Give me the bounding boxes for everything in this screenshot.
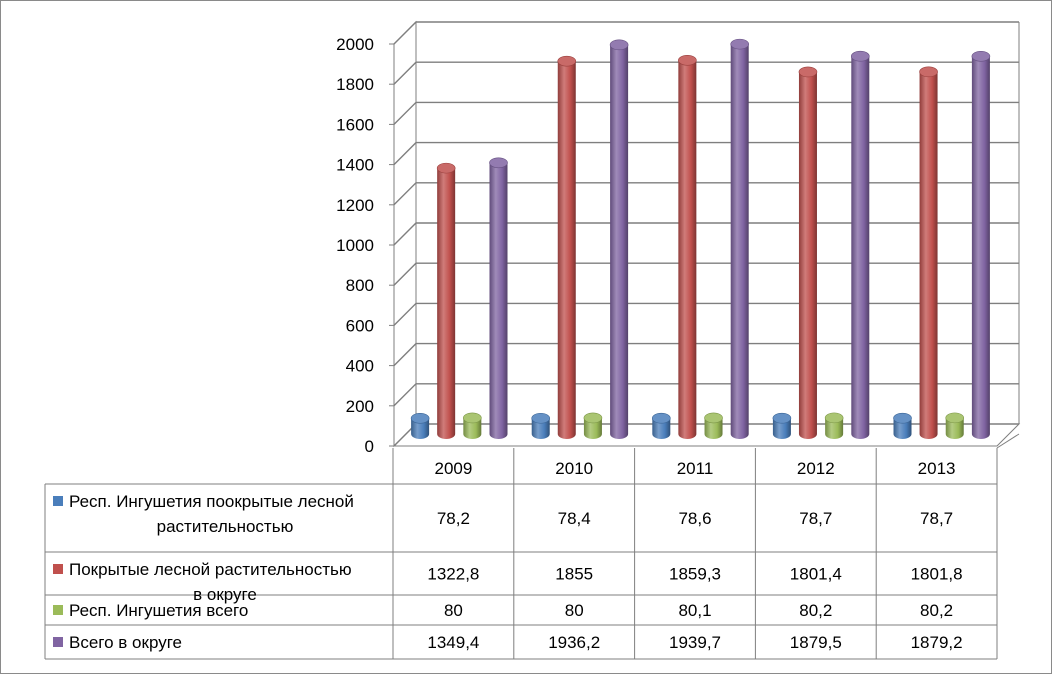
bar-2012-s3: [824, 412, 844, 439]
category-label-2010: 2010: [555, 459, 593, 478]
cell-s2-2012: 1801,4: [790, 565, 842, 584]
cell-s1-2012: 78,7: [799, 509, 832, 528]
bar-2013-s1: [893, 412, 912, 439]
gridline: [393, 262, 1019, 286]
y-tick-label: 400: [346, 357, 374, 376]
legend-key-s4: [53, 637, 63, 647]
cell-s3-2010: 80: [565, 601, 584, 620]
cell-s4-2012: 1879,5: [790, 633, 842, 652]
bar-2010-s2: [557, 55, 577, 440]
cell-s1-2010: 78,4: [558, 509, 591, 528]
bar-2010-s3: [583, 412, 603, 439]
gridline: [393, 21, 1019, 45]
bar-2009-s2: [436, 162, 456, 440]
y-tick-label: 800: [346, 276, 374, 295]
category-label-2009: 2009: [434, 459, 472, 478]
cell-s1-2011: 78,6: [678, 509, 711, 528]
y-tick-label: 1200: [336, 196, 374, 215]
y-tick-label: 2000: [336, 35, 374, 54]
cell-s2-2010: 1855: [555, 565, 593, 584]
legend-label-s1-line2: растительностью: [157, 517, 294, 536]
gridline: [393, 222, 1019, 246]
bar-2013-s3: [945, 412, 965, 439]
legend-key-s3: [53, 605, 63, 615]
cell-s1-2009: 78,2: [437, 509, 470, 528]
category-label-2011: 2011: [677, 459, 714, 478]
gridline: [393, 182, 1019, 206]
cell-s3-2009: 80: [444, 601, 463, 620]
cell-s3-2011: 80,1: [678, 601, 711, 620]
category-label-2013: 2013: [918, 459, 956, 478]
bar-2012-s1: [772, 412, 792, 439]
bar-2011-s1: [652, 412, 671, 439]
cell-s3-2013: 80,2: [920, 601, 953, 620]
cell-s3-2012: 80,2: [799, 601, 832, 620]
data-table: 2009 2010 2011 2012 2013 Респ. Ингушетия поок…: [44, 433, 1020, 660]
legend-label-s2-line2: в округе: [193, 585, 257, 604]
bar-2010-s1: [531, 412, 551, 439]
bar-2009-s1: [410, 412, 430, 439]
y-tick-label: 1400: [336, 156, 374, 175]
legend-label-s4: Всего в округе: [69, 633, 182, 652]
bar-2011-s4: [730, 38, 750, 439]
cell-s2-2011: 1859,3: [669, 565, 721, 584]
y-axis-ticks: 0 200 400 600 800 1000 1200 1400 1600 1800 2000: [336, 35, 374, 456]
cell-s1-2013: 78,7: [920, 509, 953, 528]
legend-key-s2: [53, 564, 63, 574]
cell-s4-2009: 1349,4: [427, 633, 479, 652]
gridline: [393, 302, 1019, 326]
gridline: [393, 61, 1019, 85]
cell-s4-2013: 1879,2: [911, 633, 963, 652]
bar-2013-s4: [971, 50, 991, 440]
bar-2011-s2: [678, 54, 697, 439]
legend-label-s1-line1: Респ. Ингушетия поокрытые лесной: [69, 492, 354, 511]
bar-2013-s2: [919, 66, 938, 440]
y-tick-label: 600: [346, 316, 374, 335]
bar-2012-s4: [851, 50, 870, 440]
cell-s2-2013: 1801,8: [911, 565, 963, 584]
bar-2011-s3: [704, 412, 723, 439]
bar-2012-s2: [798, 66, 818, 439]
cell-s4-2011: 1939,7: [669, 633, 721, 652]
bar-2010-s4: [609, 39, 629, 440]
grid: [389, 20, 1021, 448]
cell-s2-2009: 1322,8: [427, 565, 479, 584]
y-tick-label: 1800: [336, 75, 374, 94]
category-label-2012: 2012: [797, 459, 835, 478]
legend-label-s2-line1: Покрытые лесной растительностью: [69, 560, 352, 579]
bars: [410, 38, 991, 440]
y-tick-label: 0: [365, 437, 374, 456]
bar-2009-s4: [489, 157, 508, 439]
gridline: [393, 141, 1019, 166]
gridline: [393, 101, 1019, 125]
cell-s4-2010: 1936,2: [548, 633, 600, 652]
bar-2009-s3: [463, 412, 482, 439]
gridline: [393, 383, 1019, 407]
y-tick-label: 1600: [336, 115, 374, 134]
gridline: [393, 342, 1019, 367]
y-tick-label: 200: [346, 397, 374, 416]
y-tick-label: 1000: [336, 236, 374, 255]
legend-key-s1: [53, 496, 63, 506]
legend-label-s3: Респ. Ингушетия всего: [69, 601, 248, 620]
